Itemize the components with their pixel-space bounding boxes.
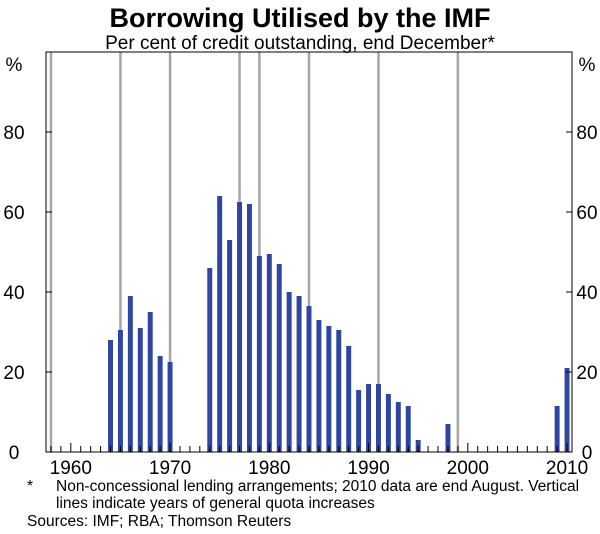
bar-1966 [127,296,133,452]
y-tick-label-left-20: 20 [3,363,24,384]
bar-1990 [366,384,372,452]
y-axis-unit-left: % [6,55,23,76]
bar-1980 [266,254,272,452]
y-tick-label-right-40: 40 [576,283,597,304]
bar-1976 [227,240,233,452]
y-tick-label-right-0: 0 [582,443,593,464]
bar-1992 [385,394,391,452]
bar-1965 [117,330,123,452]
chart-title: Borrowing Utilised by the IMF [109,3,490,33]
x-tick-label-1970: 1970 [149,458,191,479]
bar-1988 [346,346,352,452]
bar-1984 [306,306,312,452]
x-tick-label-2000: 2000 [447,458,489,479]
bar-1989 [356,390,362,452]
bar-1986 [326,326,332,452]
y-tick-label-right-60: 60 [576,203,597,224]
bar-1978 [246,204,252,452]
sources-note: Sources: IMF; RBA; Thomson Reuters [27,513,291,530]
y-tick-label-left-0: 0 [9,443,20,464]
bar-2009 [554,406,560,452]
x-tick-label-1990: 1990 [347,458,389,479]
y-tick-label-left-80: 80 [3,123,24,144]
footnote-line-2: lines indicate years of general quota in… [56,495,375,512]
bar-2010 [564,368,570,452]
bar-1977 [237,202,243,452]
y-tick-labels: 0 0 20 20 40 40 60 60 80 80 [3,123,597,464]
bar-1974 [207,268,213,452]
quota-lines-group [49,52,460,452]
y-tick-label-left-60: 60 [3,203,24,224]
bar-1964 [108,340,113,452]
bar-1969 [157,356,163,452]
x-tick-label-2010: 2010 [546,458,588,479]
y-axis-unit-right: % [579,55,596,76]
bar-1968 [147,312,153,452]
y-tick-label-right-20: 20 [576,363,597,384]
chart-subtitle: Per cent of credit outstanding, end Dece… [105,33,495,54]
bar-1983 [296,296,302,452]
y-tick-label-left-40: 40 [3,283,24,304]
bar-1970 [167,362,173,452]
footnote-marker: * [27,478,33,495]
bar-1998 [445,424,451,452]
x-tick-label-1980: 1980 [248,458,290,479]
bar-1967 [137,328,143,452]
bars-group [108,196,570,452]
bar-1982 [286,292,292,452]
axis-ticks-group [46,131,572,453]
x-tick-label-1960: 1960 [50,458,92,479]
x-tick-labels: 1960 1970 1980 1990 2000 2010 [50,458,589,479]
bar-1979 [256,256,262,452]
y-tick-label-right-80: 80 [576,123,597,144]
bar-1985 [316,320,322,452]
bar-1981 [276,264,282,452]
bar-1993 [395,402,401,452]
bar-1994 [405,406,411,452]
bar-1987 [336,330,342,452]
bar-1975 [217,196,223,452]
bar-1991 [375,384,381,452]
footnote-line-1: Non-concessional lending arrangements; 2… [56,478,579,495]
